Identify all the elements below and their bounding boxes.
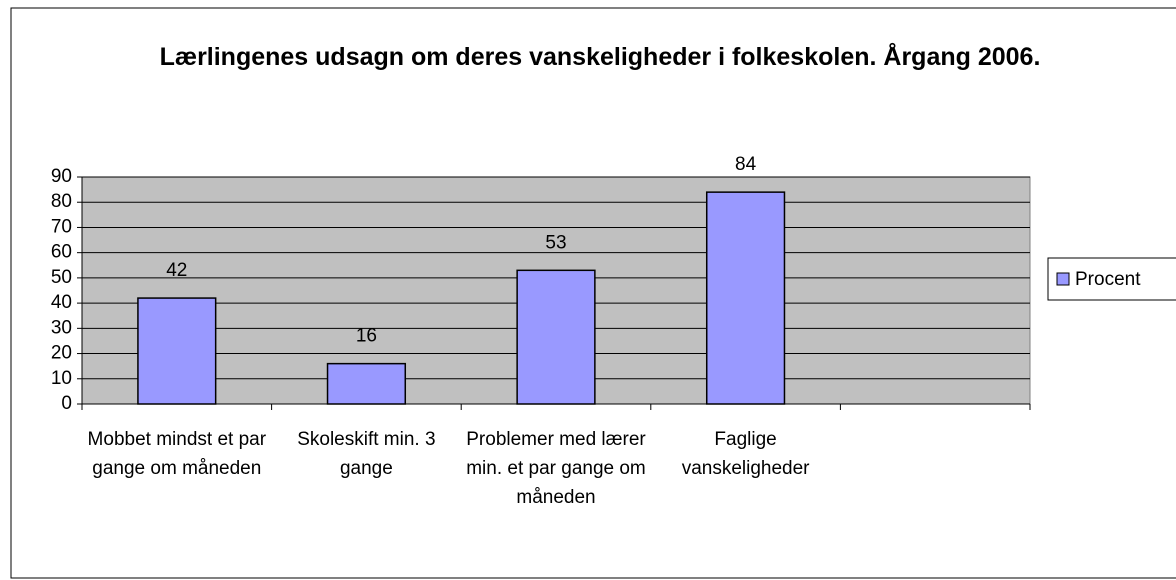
x-tick-label: Skoleskift min. 3 gange [297,429,436,479]
bar [705,191,786,405]
bar [137,297,217,405]
x-tick-label: Problemer med lærer min. et par gange om… [466,429,646,508]
y-tick-label: 40 [51,292,72,313]
y-tick-label: 70 [51,216,72,237]
y-tick-label: 0 [61,393,72,414]
y-tick-label: 90 [51,166,72,187]
y-tick-label: 50 [51,267,72,288]
legend-marker [1056,272,1070,286]
bar [326,362,407,405]
y-tick-label: 10 [51,368,72,389]
data-label: 42 [166,260,187,281]
x-tick-label: Faglige vanskeligheder [681,429,810,479]
data-label: 84 [735,154,757,175]
y-tick-label: 80 [51,191,72,212]
legend-label: Procent [1075,269,1141,290]
y-tick-label: 60 [51,242,72,263]
y-tick-label: 20 [51,343,72,364]
data-label: 53 [545,232,566,253]
y-tick-label: 30 [51,317,72,338]
data-label: 16 [356,326,377,347]
x-tick-label: Mobbet mindst et par gange om måneden [87,429,267,479]
chart-title: Lærlingenes udsagn om deres vanskelighed… [159,43,1041,71]
bar [516,269,596,405]
